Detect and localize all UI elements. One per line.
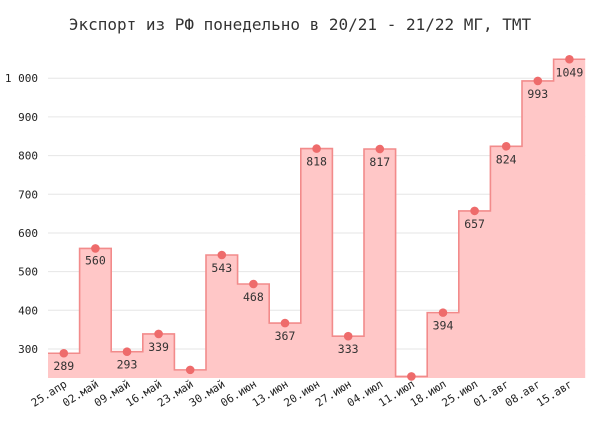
data-point (438, 308, 448, 317)
data-label: 339 (148, 340, 169, 354)
data-point (280, 318, 290, 328)
data-point (501, 141, 511, 151)
y-tick-label: 400 (18, 304, 38, 317)
data-label: 993 (527, 87, 548, 101)
data-label: 543 (211, 261, 232, 275)
y-tick-label: 300 (18, 343, 38, 356)
data-point (249, 279, 258, 289)
data-label: 468 (243, 290, 264, 304)
data-point (407, 372, 416, 381)
y-tick-label: 700 (18, 188, 38, 201)
series-area (48, 59, 586, 378)
y-tick-label: 500 (18, 266, 38, 279)
data-label: 818 (306, 155, 327, 169)
y-tick-label: 1 000 (5, 72, 38, 85)
data-point (91, 244, 100, 253)
data-point (375, 144, 385, 154)
y-tick-label: 900 (18, 111, 38, 124)
data-point (565, 54, 574, 64)
data-label: 657 (464, 217, 485, 231)
data-point (470, 206, 479, 216)
data-label: 293 (117, 358, 138, 372)
data-point (122, 347, 132, 356)
data-point (312, 144, 321, 153)
data-label: 333 (338, 342, 359, 356)
chart-title: Экспорт из РФ понедельно в 20/21 - 21/22… (69, 15, 532, 34)
y-tick-label: 800 (18, 150, 38, 163)
data-point (343, 331, 353, 341)
data-label: 817 (369, 155, 390, 169)
data-point (59, 348, 69, 358)
data-label: 367 (275, 329, 296, 343)
data-label: 394 (433, 319, 454, 333)
x-tick-label: 15.авг (534, 378, 575, 410)
data-label: 560 (85, 253, 106, 267)
data-point (185, 365, 195, 375)
data-label: 289 (53, 359, 74, 373)
y-tick-label: 600 (18, 227, 38, 240)
data-point (533, 76, 543, 86)
data-point (217, 250, 227, 260)
data-label: 1049 (556, 65, 584, 79)
data-point (154, 329, 163, 339)
data-label: 824 (496, 152, 517, 166)
